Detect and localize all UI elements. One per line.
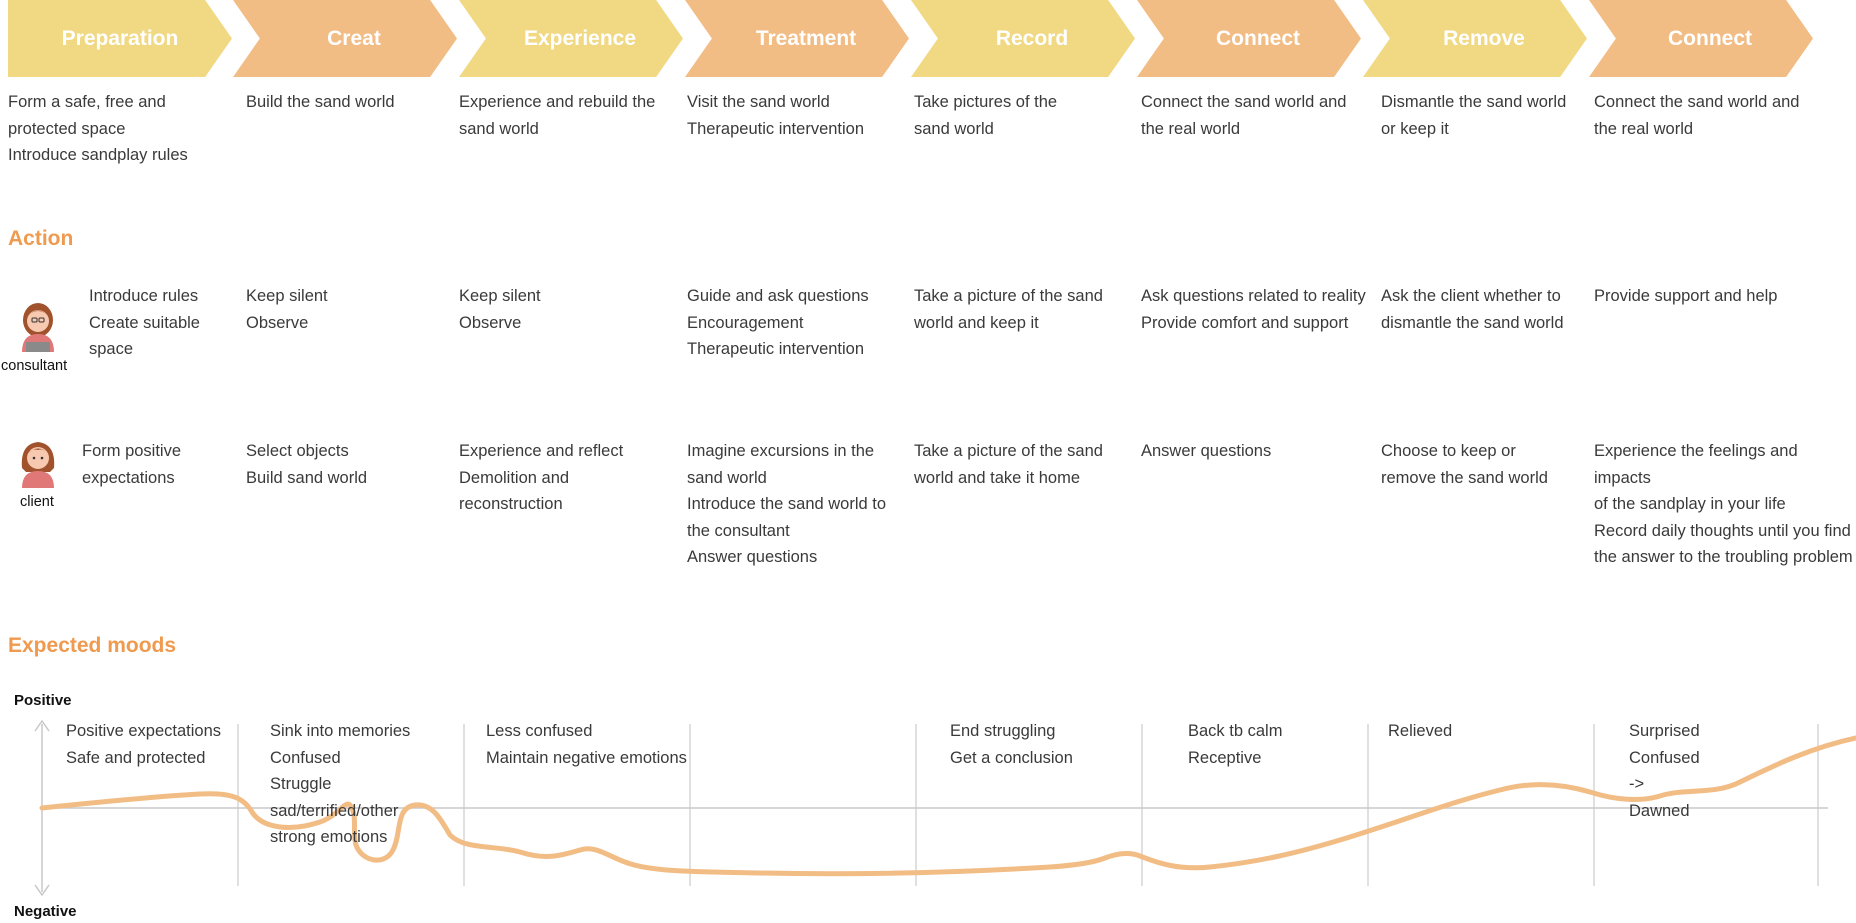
client-action: Answer questions [1141,442,1272,460]
consultant-action: Ask questions related to reality Provide… [1141,287,1366,332]
mood-axis-arrow-up [34,719,50,732]
consultant-action: Introduce rules Create suitable space [89,287,200,358]
consultant-action: Guide and ask questions Encouragement Th… [687,287,869,358]
stage-description: Connect the sand world and the real worl… [1141,93,1347,138]
stage-description: Experience and rebuild the sand world [459,93,656,138]
consultant-action: Provide support and help [1594,287,1778,305]
client-action: Choose to keep or remove the sand world [1381,442,1548,487]
stage-label: Remove [1443,26,1525,50]
stage-chevron-5: Record [911,0,1135,77]
stage-description: Dismantle the sand world or keep it [1381,93,1567,138]
consultant-avatar-icon [16,300,60,352]
client-action: Experience and reflect Demolition and re… [459,442,624,513]
stage-description: Connect the sand world and the real worl… [1594,93,1800,138]
stage-label: Connect [1668,26,1752,50]
client-action: Form positive expectations [82,442,182,487]
consultant-label: consultant [1,358,68,374]
mood-annotation: Relieved [1388,722,1453,740]
mood-annotation: Surprised Confused -> Dawned [1629,722,1700,820]
client-action: Take a picture of the sand world and tak… [914,442,1103,487]
stage-chevron-3: Experience [459,0,683,77]
stage-label: Creat [327,26,381,50]
stage-description: Take pictures of the sand world [914,93,1058,138]
stage-chevron-2: Creat [233,0,457,77]
client-avatar-icon [16,438,60,488]
consultant-action: Keep silent Observe [246,287,328,332]
stage-chevron-6: Connect [1137,0,1361,77]
action-section-title: Action [8,227,74,250]
stage-label: Treatment [755,26,857,50]
mood-annotation: Less confused Maintain negative emotions [486,722,687,767]
stage-chevron-4: Treatment [685,0,909,77]
positive-axis-label: Positive [14,692,72,709]
mood-annotation: Sink into memories Confused Struggle sad… [270,722,411,846]
moods-section-title: Expected moods [8,634,177,657]
client-action: Imagine excursions in the sand world Int… [687,442,887,566]
mood-annotation: Back tb calm Receptive [1188,722,1283,767]
client-action: Experience the feelings and impacts of t… [1594,442,1853,566]
stage-label: Experience [523,26,637,50]
stage-description: Visit the sand world Therapeutic interve… [687,93,865,138]
stage-chevron-8: Connect [1589,0,1813,77]
stage-label: Connect [1216,26,1300,50]
mood-annotation: End struggling Get a conclusion [950,722,1073,767]
stage-label: Preparation [61,26,179,50]
stage-description: Form a safe, free and protected space In… [8,93,188,164]
stage-chevron-1: Preparation [8,0,232,77]
consultant-action: Keep silent Observe [459,287,541,332]
client-action: Select objects Build sand world [246,442,368,487]
mood-annotation: Positive expectations Safe and protected [66,722,222,767]
consultant-action: Ask the client whether to dismantle the … [1381,287,1564,332]
client-label: client [20,494,54,510]
stage-description: Build the sand world [246,93,395,111]
consultant-action: Take a picture of the sand world and kee… [914,287,1103,332]
stage-label: Record [995,26,1069,50]
stage-chevron-7: Remove [1363,0,1587,77]
mood-axis-arrow-down [34,884,50,897]
negative-axis-label: Negative [14,903,77,920]
mood-curve [39,735,1856,877]
